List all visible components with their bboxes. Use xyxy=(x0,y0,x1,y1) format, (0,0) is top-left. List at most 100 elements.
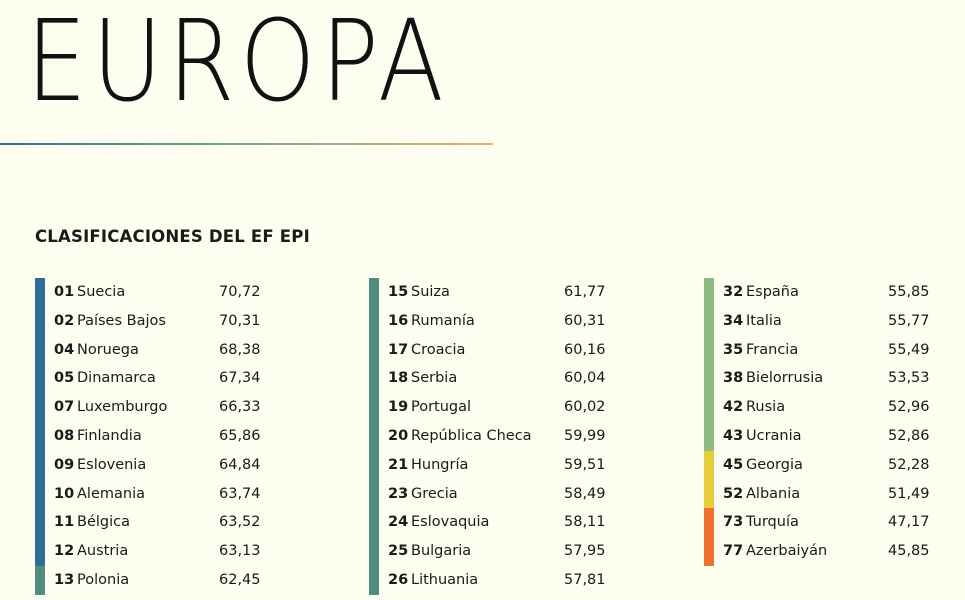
proficiency-level-bar xyxy=(35,565,45,595)
epi-score: 59,51 xyxy=(564,456,606,473)
epi-score: 55,49 xyxy=(888,341,930,358)
country-name: Suecia xyxy=(77,284,126,300)
rank-number: 25 xyxy=(388,543,409,560)
page-title: EUROPA xyxy=(26,0,449,127)
proficiency-level-bar xyxy=(369,565,379,595)
proficiency-level-bar xyxy=(704,278,714,307)
proficiency-level-bar xyxy=(704,537,714,566)
epi-score: 47,17 xyxy=(888,514,930,531)
country-name: España xyxy=(746,284,799,300)
proficiency-level-bar xyxy=(35,479,45,509)
rank-number: 52 xyxy=(723,485,744,502)
rank-number: 32 xyxy=(723,284,744,300)
proficiency-level-bar xyxy=(369,278,379,307)
country-name: Eslovaquia xyxy=(411,514,490,531)
proficiency-level-bar xyxy=(35,508,45,538)
country-name: Eslovenia xyxy=(77,456,147,473)
country-name: Ucrania xyxy=(746,427,802,444)
rank-number: 43 xyxy=(723,427,744,444)
epi-score: 60,02 xyxy=(564,399,606,416)
proficiency-level-bar xyxy=(704,421,714,451)
rank-number: 12 xyxy=(54,543,75,560)
epi-score: 65,86 xyxy=(219,427,261,444)
rank-number: 45 xyxy=(723,456,744,473)
epi-score: 63,52 xyxy=(219,514,261,531)
country-name: Lithuania xyxy=(411,571,479,588)
proficiency-level-bar xyxy=(704,335,714,365)
rank-number: 26 xyxy=(388,571,409,588)
country-name: Luxemburgo xyxy=(77,399,168,416)
proficiency-level-bar xyxy=(369,450,379,480)
epi-score: 66,33 xyxy=(219,399,261,416)
rank-number: 73 xyxy=(723,514,744,531)
epi-score: 58,49 xyxy=(564,485,606,502)
country-name: Austria xyxy=(77,543,129,560)
epi-score: 62,45 xyxy=(219,571,261,588)
proficiency-level-bar xyxy=(704,450,714,480)
proficiency-level-bar xyxy=(369,306,379,336)
country-name: Finlandia xyxy=(77,427,142,444)
country-name: Polonia xyxy=(77,571,130,588)
rank-number: 15 xyxy=(388,284,409,300)
epi-score: 57,81 xyxy=(564,571,606,588)
epi-score: 64,84 xyxy=(219,456,261,473)
epi-score: 60,16 xyxy=(564,341,606,358)
rank-number: 34 xyxy=(723,312,744,329)
country-name: Azerbaiyán xyxy=(746,543,828,560)
country-name: Noruega xyxy=(77,341,139,358)
proficiency-level-bar xyxy=(369,393,379,422)
country-name: Alemania xyxy=(77,485,145,502)
rank-number: 17 xyxy=(388,341,409,358)
epi-score: 57,95 xyxy=(564,543,606,560)
rank-number: 09 xyxy=(54,456,75,473)
epi-score: 61,77 xyxy=(564,284,606,300)
rank-number: 07 xyxy=(54,399,75,416)
rank-number: 38 xyxy=(723,370,744,387)
proficiency-level-bar xyxy=(369,508,379,538)
proficiency-level-bar xyxy=(35,306,45,336)
rank-number: 18 xyxy=(388,370,409,387)
proficiency-level-bar xyxy=(369,421,379,451)
country-name: Bielorrusia xyxy=(746,370,824,387)
country-name: Portugal xyxy=(411,399,472,416)
epi-score: 67,34 xyxy=(219,370,261,387)
epi-score: 59,99 xyxy=(564,427,606,444)
epi-score: 63,74 xyxy=(219,485,261,502)
epi-score: 52,86 xyxy=(888,427,930,444)
proficiency-level-bar xyxy=(35,364,45,394)
epi-score: 60,04 xyxy=(564,370,606,387)
rank-number: 35 xyxy=(723,341,744,358)
country-name: Turquía xyxy=(746,514,799,531)
proficiency-level-bar xyxy=(369,335,379,365)
epi-score: 45,85 xyxy=(888,543,930,560)
country-name: Italia xyxy=(746,312,782,329)
epi-score: 63,13 xyxy=(219,543,261,560)
rank-number: 05 xyxy=(54,370,75,387)
country-name: Georgia xyxy=(746,456,803,473)
proficiency-level-bar xyxy=(35,421,45,451)
rank-number: 24 xyxy=(388,514,409,531)
section-heading: CLASIFICACIONES DEL EF EPI xyxy=(35,227,310,246)
proficiency-level-bar xyxy=(35,393,45,422)
country-name: Suiza xyxy=(411,284,450,300)
epi-score: 58,11 xyxy=(564,514,606,531)
proficiency-level-bar xyxy=(704,508,714,538)
rank-number: 20 xyxy=(388,427,409,444)
epi-score: 55,77 xyxy=(888,312,930,329)
country-name: Serbia xyxy=(411,370,458,387)
epi-score: 51,49 xyxy=(888,485,930,502)
country-name: República Checa xyxy=(411,427,532,444)
proficiency-level-bar xyxy=(369,537,379,566)
epi-score: 55,85 xyxy=(888,284,930,300)
country-name: Dinamarca xyxy=(77,370,156,387)
proficiency-level-bar xyxy=(704,364,714,394)
epi-score: 68,38 xyxy=(219,341,261,358)
title-divider xyxy=(0,143,493,145)
country-name: Hungría xyxy=(411,456,469,473)
proficiency-level-bar xyxy=(704,393,714,422)
rank-number: 11 xyxy=(54,514,75,531)
proficiency-level-bar xyxy=(35,335,45,365)
proficiency-level-bar xyxy=(704,479,714,509)
proficiency-level-bar xyxy=(369,364,379,394)
rank-number: 19 xyxy=(388,399,409,416)
